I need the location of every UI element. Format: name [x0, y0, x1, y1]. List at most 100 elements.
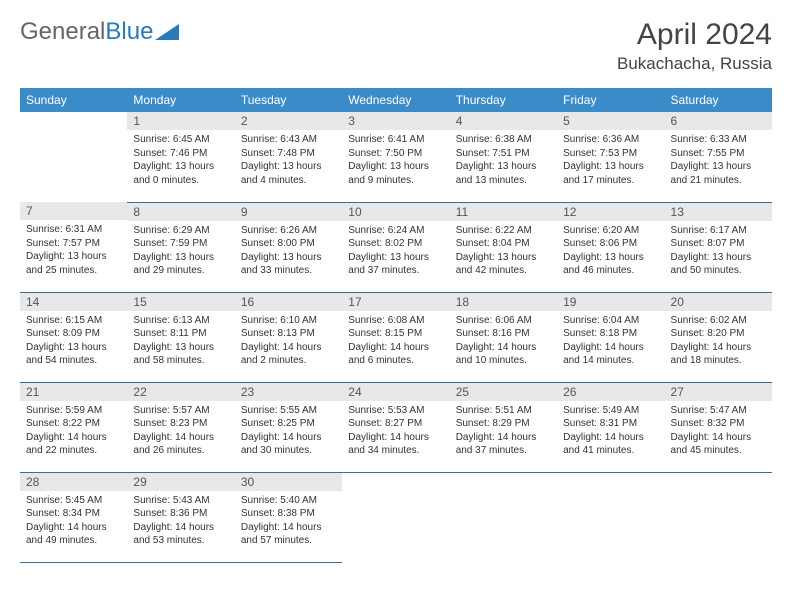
calendar-cell: 1Sunrise: 6:45 AMSunset: 7:46 PMDaylight… — [127, 112, 234, 202]
day-details: Sunrise: 5:45 AMSunset: 8:34 PMDaylight:… — [20, 491, 127, 552]
calendar-cell — [450, 472, 557, 562]
day-number: 16 — [235, 293, 342, 311]
day-details: Sunrise: 6:41 AMSunset: 7:50 PMDaylight:… — [342, 130, 449, 191]
day-number: 18 — [450, 293, 557, 311]
day-details: Sunrise: 6:06 AMSunset: 8:16 PMDaylight:… — [450, 311, 557, 372]
logo-triangle-icon — [155, 22, 181, 42]
weekday-header: Saturday — [665, 88, 772, 112]
calendar-cell: 15Sunrise: 6:13 AMSunset: 8:11 PMDayligh… — [127, 292, 234, 382]
header: GeneralBlue April 2024 Bukachacha, Russi… — [20, 18, 772, 74]
day-number: 22 — [127, 383, 234, 401]
calendar-cell: 25Sunrise: 5:51 AMSunset: 8:29 PMDayligh… — [450, 382, 557, 472]
day-details: Sunrise: 6:38 AMSunset: 7:51 PMDaylight:… — [450, 130, 557, 191]
day-details: Sunrise: 6:20 AMSunset: 8:06 PMDaylight:… — [557, 221, 664, 282]
day-number: 1 — [127, 112, 234, 130]
day-number: 25 — [450, 383, 557, 401]
day-details: Sunrise: 6:22 AMSunset: 8:04 PMDaylight:… — [450, 221, 557, 282]
location: Bukachacha, Russia — [617, 54, 772, 74]
calendar-cell: 27Sunrise: 5:47 AMSunset: 8:32 PMDayligh… — [665, 382, 772, 472]
calendar-table: Sunday Monday Tuesday Wednesday Thursday… — [20, 88, 772, 563]
day-details: Sunrise: 6:33 AMSunset: 7:55 PMDaylight:… — [665, 130, 772, 191]
day-number: 5 — [557, 112, 664, 130]
calendar-cell: 5Sunrise: 6:36 AMSunset: 7:53 PMDaylight… — [557, 112, 664, 202]
day-details: Sunrise: 6:17 AMSunset: 8:07 PMDaylight:… — [665, 221, 772, 282]
calendar-week-row: 21Sunrise: 5:59 AMSunset: 8:22 PMDayligh… — [20, 382, 772, 472]
day-details: Sunrise: 5:59 AMSunset: 8:22 PMDaylight:… — [20, 401, 127, 462]
calendar-cell: 13Sunrise: 6:17 AMSunset: 8:07 PMDayligh… — [665, 202, 772, 292]
calendar-week-row: 1Sunrise: 6:45 AMSunset: 7:46 PMDaylight… — [20, 112, 772, 202]
day-number: 30 — [235, 473, 342, 491]
calendar-cell — [20, 112, 127, 202]
calendar-cell: 29Sunrise: 5:43 AMSunset: 8:36 PMDayligh… — [127, 472, 234, 562]
calendar-cell: 4Sunrise: 6:38 AMSunset: 7:51 PMDaylight… — [450, 112, 557, 202]
day-details: Sunrise: 6:13 AMSunset: 8:11 PMDaylight:… — [127, 311, 234, 372]
calendar-cell: 8Sunrise: 6:29 AMSunset: 7:59 PMDaylight… — [127, 202, 234, 292]
day-number: 8 — [127, 203, 234, 221]
calendar-cell: 12Sunrise: 6:20 AMSunset: 8:06 PMDayligh… — [557, 202, 664, 292]
day-details: Sunrise: 6:45 AMSunset: 7:46 PMDaylight:… — [127, 130, 234, 191]
weekday-header: Monday — [127, 88, 234, 112]
weekday-header: Wednesday — [342, 88, 449, 112]
calendar-cell: 11Sunrise: 6:22 AMSunset: 8:04 PMDayligh… — [450, 202, 557, 292]
calendar-cell: 3Sunrise: 6:41 AMSunset: 7:50 PMDaylight… — [342, 112, 449, 202]
day-details: Sunrise: 5:49 AMSunset: 8:31 PMDaylight:… — [557, 401, 664, 462]
day-number: 10 — [342, 203, 449, 221]
day-number: 3 — [342, 112, 449, 130]
weekday-header: Thursday — [450, 88, 557, 112]
day-details: Sunrise: 5:47 AMSunset: 8:32 PMDaylight:… — [665, 401, 772, 462]
day-number: 26 — [557, 383, 664, 401]
day-number: 14 — [20, 293, 127, 311]
day-details: Sunrise: 5:57 AMSunset: 8:23 PMDaylight:… — [127, 401, 234, 462]
day-number: 28 — [20, 473, 127, 491]
day-details: Sunrise: 5:43 AMSunset: 8:36 PMDaylight:… — [127, 491, 234, 552]
month-title: April 2024 — [617, 18, 772, 52]
day-number: 24 — [342, 383, 449, 401]
calendar-cell: 24Sunrise: 5:53 AMSunset: 8:27 PMDayligh… — [342, 382, 449, 472]
calendar-cell: 21Sunrise: 5:59 AMSunset: 8:22 PMDayligh… — [20, 382, 127, 472]
calendar-week-row: 7Sunrise: 6:31 AMSunset: 7:57 PMDaylight… — [20, 202, 772, 292]
day-number: 29 — [127, 473, 234, 491]
weekday-header-row: Sunday Monday Tuesday Wednesday Thursday… — [20, 88, 772, 112]
calendar-cell — [342, 472, 449, 562]
day-number: 2 — [235, 112, 342, 130]
day-number: 17 — [342, 293, 449, 311]
day-number: 19 — [557, 293, 664, 311]
weekday-header: Tuesday — [235, 88, 342, 112]
calendar-cell: 26Sunrise: 5:49 AMSunset: 8:31 PMDayligh… — [557, 382, 664, 472]
calendar-cell: 10Sunrise: 6:24 AMSunset: 8:02 PMDayligh… — [342, 202, 449, 292]
day-number: 7 — [20, 202, 127, 220]
day-number: 4 — [450, 112, 557, 130]
calendar-cell: 17Sunrise: 6:08 AMSunset: 8:15 PMDayligh… — [342, 292, 449, 382]
day-details: Sunrise: 6:31 AMSunset: 7:57 PMDaylight:… — [20, 220, 127, 281]
calendar-cell — [665, 472, 772, 562]
calendar-cell: 7Sunrise: 6:31 AMSunset: 7:57 PMDaylight… — [20, 202, 127, 292]
day-details: Sunrise: 6:43 AMSunset: 7:48 PMDaylight:… — [235, 130, 342, 191]
weekday-header: Sunday — [20, 88, 127, 112]
day-number: 6 — [665, 112, 772, 130]
day-details: Sunrise: 5:55 AMSunset: 8:25 PMDaylight:… — [235, 401, 342, 462]
day-number: 9 — [235, 203, 342, 221]
day-details: Sunrise: 5:40 AMSunset: 8:38 PMDaylight:… — [235, 491, 342, 552]
calendar-week-row: 28Sunrise: 5:45 AMSunset: 8:34 PMDayligh… — [20, 472, 772, 562]
calendar-cell: 23Sunrise: 5:55 AMSunset: 8:25 PMDayligh… — [235, 382, 342, 472]
day-details: Sunrise: 6:29 AMSunset: 7:59 PMDaylight:… — [127, 221, 234, 282]
day-number: 23 — [235, 383, 342, 401]
day-number: 12 — [557, 203, 664, 221]
logo-text-2: Blue — [105, 18, 153, 46]
logo-text-1: General — [20, 18, 105, 46]
calendar-cell: 28Sunrise: 5:45 AMSunset: 8:34 PMDayligh… — [20, 472, 127, 562]
day-details: Sunrise: 6:02 AMSunset: 8:20 PMDaylight:… — [665, 311, 772, 372]
calendar-cell: 19Sunrise: 6:04 AMSunset: 8:18 PMDayligh… — [557, 292, 664, 382]
day-details: Sunrise: 6:04 AMSunset: 8:18 PMDaylight:… — [557, 311, 664, 372]
calendar-cell — [557, 472, 664, 562]
day-number: 20 — [665, 293, 772, 311]
day-details: Sunrise: 6:10 AMSunset: 8:13 PMDaylight:… — [235, 311, 342, 372]
day-details: Sunrise: 5:51 AMSunset: 8:29 PMDaylight:… — [450, 401, 557, 462]
day-details: Sunrise: 6:26 AMSunset: 8:00 PMDaylight:… — [235, 221, 342, 282]
calendar-cell: 16Sunrise: 6:10 AMSunset: 8:13 PMDayligh… — [235, 292, 342, 382]
logo: GeneralBlue — [20, 18, 181, 46]
calendar-cell: 20Sunrise: 6:02 AMSunset: 8:20 PMDayligh… — [665, 292, 772, 382]
day-details: Sunrise: 5:53 AMSunset: 8:27 PMDaylight:… — [342, 401, 449, 462]
day-number: 11 — [450, 203, 557, 221]
day-details: Sunrise: 6:15 AMSunset: 8:09 PMDaylight:… — [20, 311, 127, 372]
